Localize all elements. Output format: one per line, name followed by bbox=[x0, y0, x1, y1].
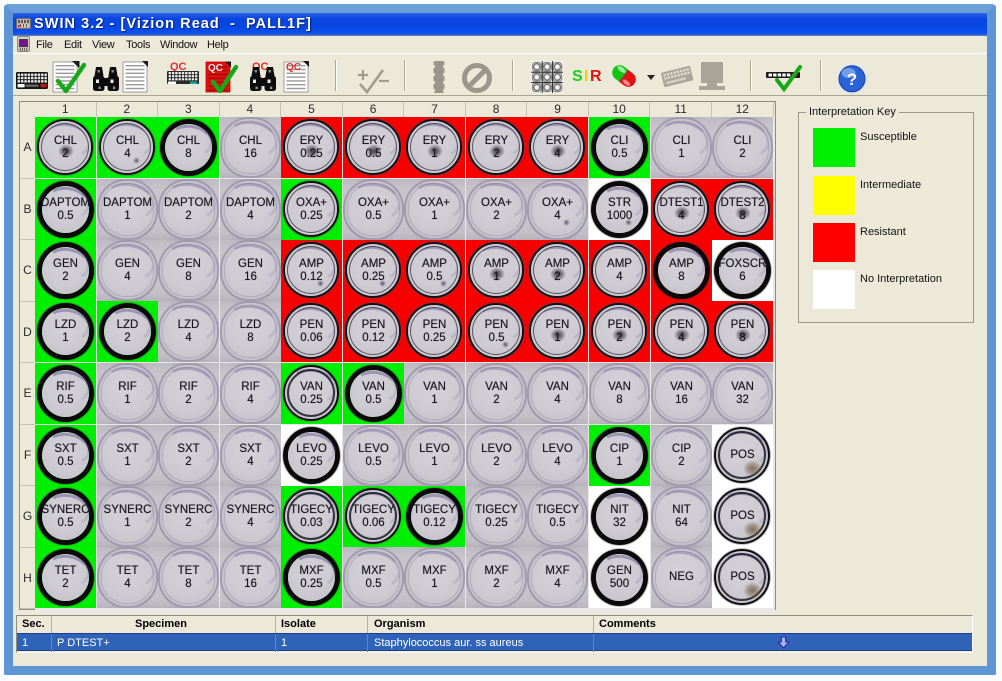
svg-text:R: R bbox=[590, 68, 602, 85]
svg-text:?: ? bbox=[847, 70, 857, 89]
svg-text:QC: QC bbox=[208, 63, 223, 74]
svg-text:QC: QC bbox=[286, 62, 301, 73]
svg-text:I: I bbox=[584, 68, 588, 85]
svg-text:S: S bbox=[572, 68, 583, 85]
svg-text:QC: QC bbox=[170, 61, 187, 73]
